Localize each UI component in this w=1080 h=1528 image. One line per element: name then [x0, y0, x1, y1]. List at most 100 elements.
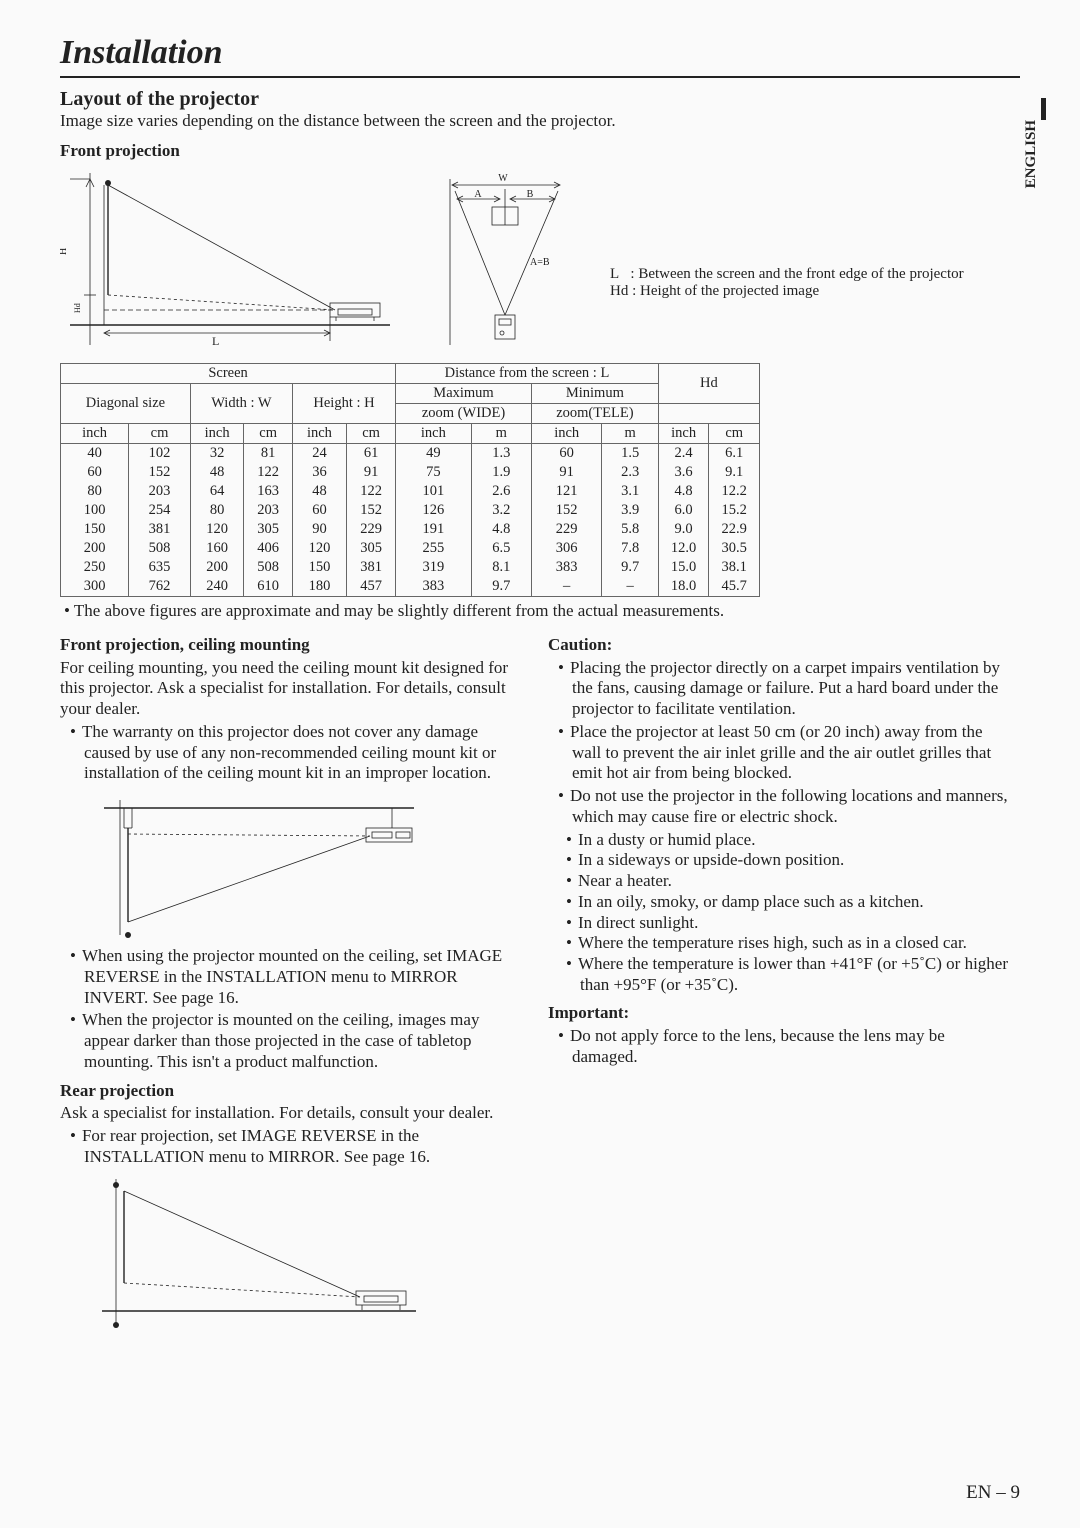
table-cell: 3.9: [602, 501, 658, 520]
th-width: Width : W: [190, 384, 292, 424]
th-wide: zoom (WIDE): [396, 404, 532, 424]
table-cell: 508: [244, 558, 292, 577]
th-min: Minimum: [531, 384, 658, 404]
table-cell: 152: [347, 501, 396, 520]
table-cell: 22.9: [709, 520, 760, 539]
table-cell: 180: [292, 577, 346, 597]
svg-text:Hd: Hd: [73, 303, 82, 313]
table-cell: 203: [129, 482, 191, 501]
table-cell: 48: [190, 463, 244, 482]
table-cell: 40: [61, 444, 129, 464]
u: cm: [244, 424, 292, 444]
table-cell: 383: [531, 558, 602, 577]
table-cell: 229: [347, 520, 396, 539]
table-cell: 30.5: [709, 539, 760, 558]
table-cell: 305: [244, 520, 292, 539]
ceiling-li3: When the projector is mounted on the cei…: [84, 1010, 520, 1072]
caution-li1: Placing the projector directly on a carp…: [572, 658, 1008, 720]
table-cell: 762: [129, 577, 191, 597]
table-cell: 8.1: [471, 558, 531, 577]
table-cell: 81: [244, 444, 292, 464]
th-height: Height : H: [292, 384, 395, 424]
table-cell: 457: [347, 577, 396, 597]
important-li1: Do not apply force to the lens, because …: [572, 1026, 1008, 1067]
table-cell: 3.2: [471, 501, 531, 520]
u: m: [602, 424, 658, 444]
table-cell: 24: [292, 444, 346, 464]
table-cell: 90: [292, 520, 346, 539]
th-hd: Hd: [658, 364, 759, 404]
u: cm: [347, 424, 396, 444]
table-cell: 300: [61, 577, 129, 597]
caution-sub-item: Near a heater.: [580, 871, 1008, 892]
table-cell: 6.5: [471, 539, 531, 558]
rear-text: Ask a specialist for installation. For d…: [60, 1103, 520, 1124]
table-cell: 150: [292, 558, 346, 577]
u: inch: [292, 424, 346, 444]
table-cell: 101: [396, 482, 471, 501]
table-cell: 406: [244, 539, 292, 558]
table-cell: 45.7: [709, 577, 760, 597]
th-distance: Distance from the screen : L: [396, 364, 659, 384]
u: m: [471, 424, 531, 444]
u: inch: [61, 424, 129, 444]
table-cell: 152: [531, 501, 602, 520]
th-max: Maximum: [396, 384, 532, 404]
table-cell: 122: [244, 463, 292, 482]
table-cell: 152: [129, 463, 191, 482]
caution-heading: Caution:: [548, 635, 1008, 656]
table-cell: 36: [292, 463, 346, 482]
u: inch: [396, 424, 471, 444]
table-cell: 91: [347, 463, 396, 482]
table-cell: 38.1: [709, 558, 760, 577]
front-diagram-top: W A B A=B: [430, 165, 580, 355]
table-cell: 1.5: [602, 444, 658, 464]
svg-text:W: W: [498, 173, 508, 184]
table-cell: 610: [244, 577, 292, 597]
table-cell: 200: [190, 558, 244, 577]
legend-hd: Hd : Height of the projected image: [610, 283, 964, 300]
table-cell: 122: [347, 482, 396, 501]
table-cell: 4.8: [471, 520, 531, 539]
svg-text:B: B: [527, 189, 534, 200]
table-cell: 163: [244, 482, 292, 501]
table-cell: 383: [396, 577, 471, 597]
table-cell: 2.4: [658, 444, 709, 464]
table-cell: 49: [396, 444, 471, 464]
table-cell: 15.2: [709, 501, 760, 520]
caution-sub-item: In an oily, smoky, or damp place such as…: [580, 892, 1008, 913]
table-cell: 121: [531, 482, 602, 501]
ceiling-heading: Front projection, ceiling mounting: [60, 635, 520, 656]
table-cell: 240: [190, 577, 244, 597]
front-projection-heading: Front projection: [60, 141, 1020, 161]
table-cell: 60: [61, 463, 129, 482]
front-diagram-side: H Hd L: [60, 165, 400, 355]
table-cell: 3.1: [602, 482, 658, 501]
table-cell: 1.9: [471, 463, 531, 482]
svg-text:A=B: A=B: [530, 257, 550, 268]
table-cell: 150: [61, 520, 129, 539]
table-cell: 305: [347, 539, 396, 558]
spec-table: Screen Distance from the screen : L Hd D…: [60, 363, 760, 597]
table-cell: 102: [129, 444, 191, 464]
caution-li3: Do not use the projector in the followin…: [572, 786, 1008, 827]
caution-sub-item: Where the temperature rises high, such a…: [580, 933, 1008, 954]
legend-l: L : Between the screen and the front edg…: [610, 266, 964, 283]
table-cell: 254: [129, 501, 191, 520]
table-cell: 1.3: [471, 444, 531, 464]
table-cell: 255: [396, 539, 471, 558]
table-cell: 250: [61, 558, 129, 577]
important-heading: Important:: [548, 1003, 1008, 1024]
table-cell: –: [531, 577, 602, 597]
table-cell: 9.1: [709, 463, 760, 482]
table-cell: 91: [531, 463, 602, 482]
table-cell: 203: [244, 501, 292, 520]
section-intro: Image size varies depending on the dista…: [60, 111, 1020, 131]
caution-sub-item: Where the temperature is lower than +41°…: [580, 954, 1008, 995]
rear-li1: For rear projection, set IMAGE REVERSE i…: [84, 1126, 520, 1167]
table-cell: 3.6: [658, 463, 709, 482]
table-cell: 635: [129, 558, 191, 577]
table-cell: 64: [190, 482, 244, 501]
table-cell: 9.0: [658, 520, 709, 539]
table-cell: 15.0: [658, 558, 709, 577]
